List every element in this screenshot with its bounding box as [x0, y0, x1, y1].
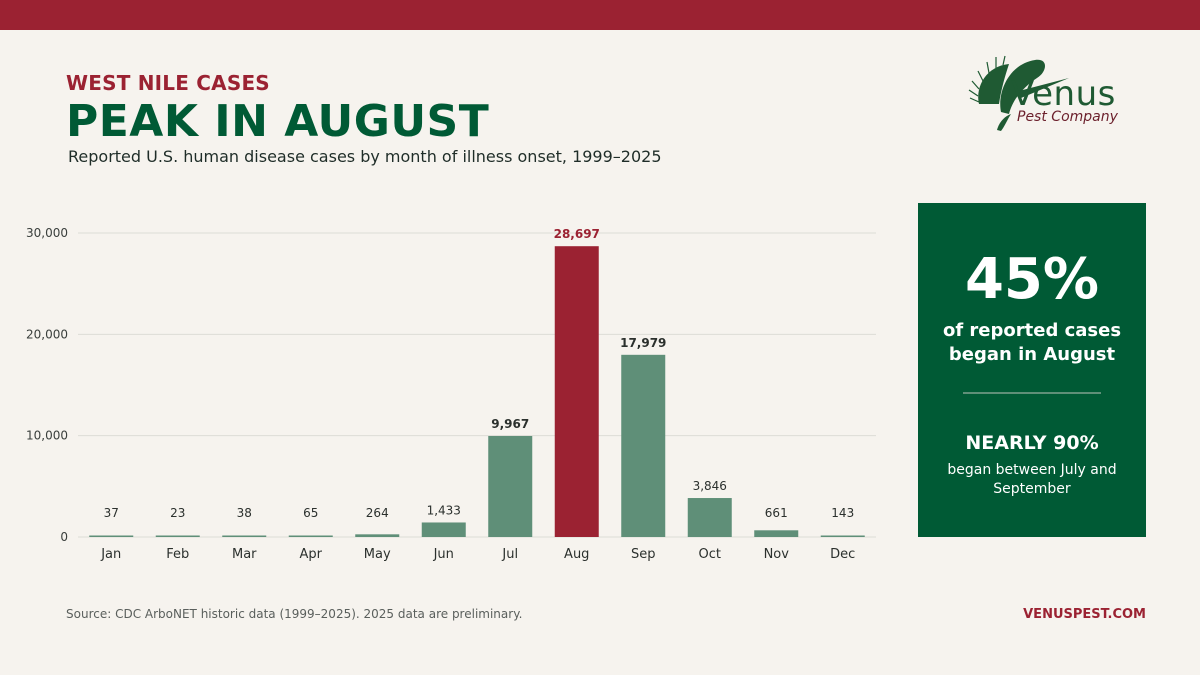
kicker-title: WEST NILE CASES — [66, 71, 270, 95]
data-label: 9,967 — [491, 417, 529, 431]
second-stat: NEARLY 90% — [965, 432, 1099, 454]
x-tick-label: Apr — [300, 547, 323, 562]
bar-jun — [421, 522, 466, 537]
bar-aug — [554, 246, 599, 537]
y-tick-label: 10,000 — [26, 429, 68, 443]
x-tick-label: Feb — [166, 547, 189, 562]
bar-sep — [621, 354, 666, 537]
data-label: 3,846 — [693, 479, 727, 493]
x-tick-label: Oct — [699, 547, 721, 562]
data-label: 143 — [831, 506, 854, 520]
bar-chart: 0 10,000 20,000 30,000 37 Jan 23 Feb 38 Mar 65 Apr 2… — [26, 226, 876, 562]
y-tick-label: 30,000 — [26, 226, 68, 240]
data-label: 661 — [765, 506, 788, 520]
x-tick-label: Jul — [501, 547, 518, 562]
big-stat-text: of reported cases began in August — [942, 320, 1122, 365]
page-subtitle: Reported U.S. human disease cases by mon… — [68, 147, 662, 166]
x-tick-label: Mar — [232, 547, 257, 562]
data-label: 1,433 — [427, 503, 461, 517]
x-tick-label: Nov — [764, 547, 790, 562]
x-tick-label: Aug — [564, 547, 589, 562]
data-label: 37 — [104, 506, 119, 520]
y-tick-label: 20,000 — [26, 327, 68, 341]
panel-divider — [963, 392, 1101, 394]
second-stat-text: began between July and September — [947, 462, 1117, 497]
data-label: 28,697 — [554, 227, 600, 241]
bar-nov — [754, 530, 799, 537]
logo-tagline: Pest Company — [1017, 109, 1118, 125]
chart-labels: 0 10,000 20,000 30,000 37 Jan 23 Feb 38 Mar 65 Apr 2… — [26, 226, 855, 562]
x-tick-label: Dec — [830, 547, 855, 562]
y-tick-label: 0 — [60, 530, 68, 544]
bar-apr — [288, 535, 333, 537]
data-label: 17,979 — [620, 336, 666, 350]
data-label: 38 — [237, 506, 252, 520]
leaf-icon — [968, 55, 1069, 131]
x-tick-label: Jan — [100, 547, 121, 562]
top-accent-bar — [0, 0, 1200, 30]
bar-may — [355, 534, 400, 537]
logo-name: Venus — [1011, 74, 1116, 114]
bar-jan — [89, 535, 134, 537]
data-label: 65 — [303, 506, 318, 520]
chart-grid — [78, 232, 876, 538]
bar-feb — [155, 535, 200, 537]
bar-dec — [820, 535, 865, 537]
bar-jul — [488, 436, 533, 537]
big-stat: 45% — [964, 247, 1100, 312]
page-title: PEAK IN AUGUST — [66, 96, 490, 147]
x-tick-label: Jun — [433, 547, 454, 562]
data-label: 264 — [366, 506, 389, 520]
x-tick-label: May — [364, 547, 391, 562]
chart-bars — [89, 246, 865, 537]
bar-oct — [687, 498, 732, 537]
x-tick-label: Sep — [631, 547, 656, 562]
bar-mar — [222, 535, 267, 537]
website-link[interactable]: VENUSPEST.COM — [1023, 607, 1146, 622]
source-note: Source: CDC ArboNET historic data (1999–… — [66, 607, 523, 621]
stat-panel: 45% of reported cases began in August NE… — [918, 203, 1146, 537]
data-label: 23 — [170, 506, 185, 520]
